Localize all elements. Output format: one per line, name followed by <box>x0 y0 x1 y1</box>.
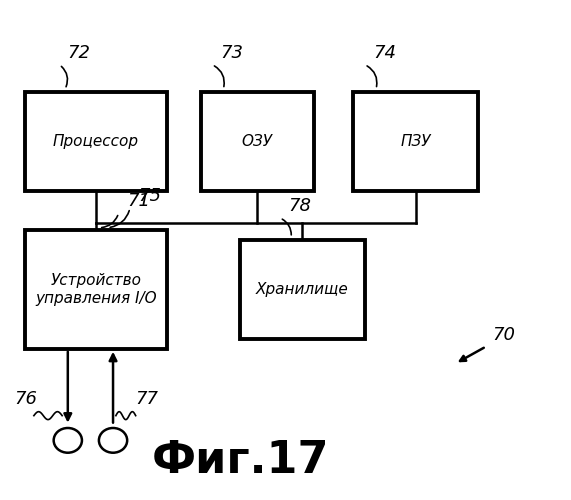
Text: 74: 74 <box>373 44 396 62</box>
Text: 72: 72 <box>68 44 91 62</box>
Text: Процессор: Процессор <box>53 134 139 148</box>
Text: 70: 70 <box>492 326 515 344</box>
Bar <box>200 92 314 190</box>
Text: 76: 76 <box>14 390 37 408</box>
Text: ОЗУ: ОЗУ <box>242 134 273 148</box>
Bar <box>353 92 478 190</box>
Text: Устройство
управления I/O: Устройство управления I/O <box>35 274 157 306</box>
Text: 78: 78 <box>288 198 311 216</box>
Circle shape <box>54 428 82 452</box>
Text: 75: 75 <box>139 188 162 206</box>
Text: Фиг.17: Фиг.17 <box>151 440 329 482</box>
Text: 71: 71 <box>127 192 150 210</box>
Circle shape <box>99 428 127 452</box>
Bar <box>25 92 167 190</box>
Text: ПЗУ: ПЗУ <box>400 134 431 148</box>
Bar <box>25 230 167 349</box>
Bar <box>240 240 365 339</box>
Text: Хранилище: Хранилище <box>256 282 349 297</box>
Text: 77: 77 <box>136 390 159 408</box>
Text: 73: 73 <box>220 44 243 62</box>
